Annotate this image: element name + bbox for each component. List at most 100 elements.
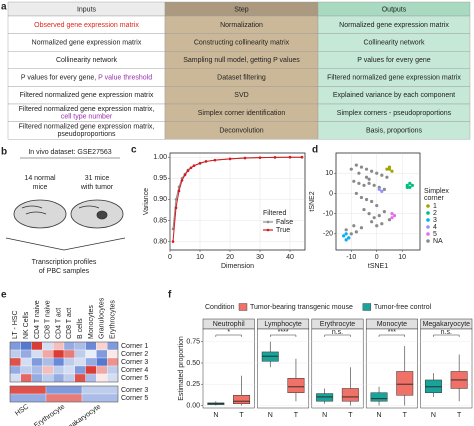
x-tick-label: 10 xyxy=(196,254,204,261)
data-point xyxy=(385,175,389,179)
legend-swatch xyxy=(238,303,248,311)
y-tick-label: 0.50 xyxy=(186,360,200,367)
heatmap-cell xyxy=(45,393,83,403)
facet-panel xyxy=(420,328,473,409)
data-point xyxy=(359,195,364,200)
significance-bracket xyxy=(270,334,297,337)
text-segment: Normalized gene expression matrix xyxy=(339,22,449,29)
significance-bracket xyxy=(215,334,242,337)
data-point xyxy=(364,167,369,171)
x-tick-label: N xyxy=(322,412,327,419)
column-label: HSC xyxy=(14,403,30,417)
data-point xyxy=(273,156,277,159)
text-segment: Normalized gene expression matrix xyxy=(32,39,142,46)
data-point xyxy=(370,199,374,204)
legend-label: Tumor-free control xyxy=(374,304,432,311)
heatmap-cell xyxy=(53,365,65,375)
text-segment: Sampling null model, getting P values xyxy=(183,57,300,64)
data-point xyxy=(380,189,384,193)
legend-swatch xyxy=(426,204,430,208)
data-point xyxy=(174,206,178,210)
group-label: 14 normal xyxy=(24,175,56,182)
text-segment: SVD xyxy=(234,92,248,99)
data-point xyxy=(364,175,369,179)
data-point xyxy=(372,216,376,220)
heatmap-cell xyxy=(85,373,97,383)
data-point xyxy=(359,165,364,169)
block-border xyxy=(9,341,119,383)
column-label: LT - HSC xyxy=(12,310,19,339)
heatmap-cell xyxy=(20,365,32,375)
heatmap-cell xyxy=(74,357,86,367)
legend-swatch-dot xyxy=(266,228,270,232)
legend-label: True xyxy=(276,227,290,234)
legend-swatch xyxy=(426,211,430,215)
y-tick-label: 0.25 xyxy=(186,381,200,388)
panel-label: b xyxy=(1,147,7,158)
cell-text: Filtered normalized gene expression matr… xyxy=(327,74,461,81)
cell-text: cell type number xyxy=(61,113,113,120)
plot-panel xyxy=(335,152,421,251)
heatmap-cell xyxy=(20,357,32,367)
legend-label: 1 xyxy=(433,203,437,210)
data-point xyxy=(357,181,361,185)
row-label: Corner 2 xyxy=(121,351,148,358)
table-cell xyxy=(317,121,471,140)
y-axis-label: tSNE2 xyxy=(309,191,316,211)
cell-text: Filtered normalized gene expression matr… xyxy=(19,123,155,130)
data-point xyxy=(362,207,366,212)
data-point xyxy=(377,187,381,191)
x-tick-label: -10 xyxy=(346,254,356,261)
column-label: Megakaryocyte xyxy=(59,403,102,426)
heatmap-cell xyxy=(53,357,65,367)
heatmap-cell xyxy=(31,373,43,383)
y-tick-label: 0.00 xyxy=(186,402,200,409)
row-label: Corner 5 xyxy=(121,395,148,402)
text-segment: Simplex corner identification xyxy=(198,110,286,117)
heatmap-cell xyxy=(107,357,119,367)
data-point xyxy=(372,183,376,187)
data-point xyxy=(375,171,379,175)
data-point xyxy=(354,230,358,234)
cell-text: Observed gene expression matrix xyxy=(34,22,139,29)
legend-label: 5 xyxy=(433,231,437,238)
y-tick-label: 0.80 xyxy=(153,238,167,245)
data-point xyxy=(354,163,358,167)
column-label: Erythrocytes xyxy=(109,300,116,339)
cell-text: Simplex corners - pseudoproportions xyxy=(337,110,452,117)
data-point xyxy=(347,236,351,240)
group-label: 31 mice xyxy=(85,175,110,182)
cell-text: Collinearity network xyxy=(56,57,118,64)
data-point xyxy=(408,185,412,189)
data-point xyxy=(204,160,208,163)
data-point xyxy=(228,157,232,161)
text-segment: Constructing collinearity matrix xyxy=(194,39,290,46)
x-tick-label: N xyxy=(268,412,273,419)
data-point xyxy=(213,158,217,162)
cell-text: Constructing collinearity matrix xyxy=(194,39,290,46)
heatmap-cell xyxy=(85,365,97,375)
row-label: Corner 4 xyxy=(121,367,148,374)
text-segment: Collinearity network xyxy=(56,57,118,64)
data-point xyxy=(180,179,184,182)
heatmap-cell xyxy=(63,349,75,359)
text-segment: Filtered normalized gene expression matr… xyxy=(327,74,461,81)
text-segment: pseudoproportions xyxy=(58,131,116,138)
text-segment: P value threshold xyxy=(98,74,152,81)
box xyxy=(341,388,359,402)
heatmap-cell xyxy=(96,373,108,383)
legend-swatch xyxy=(426,218,430,222)
heatmap-cell xyxy=(74,349,86,359)
data-point xyxy=(410,183,414,187)
data-point xyxy=(357,171,361,175)
heatmap-cell xyxy=(31,365,43,375)
y-tick-label: 0.90 xyxy=(153,196,167,203)
legend-label: Tumor-bearing transgenic mouse xyxy=(250,304,353,311)
data-point xyxy=(375,224,379,228)
x-axis-label: Dimension xyxy=(221,263,254,270)
tumor xyxy=(96,210,108,220)
plot-border xyxy=(335,152,421,251)
heatmap-cell xyxy=(74,365,86,375)
legend-swatch-dot xyxy=(266,220,270,224)
